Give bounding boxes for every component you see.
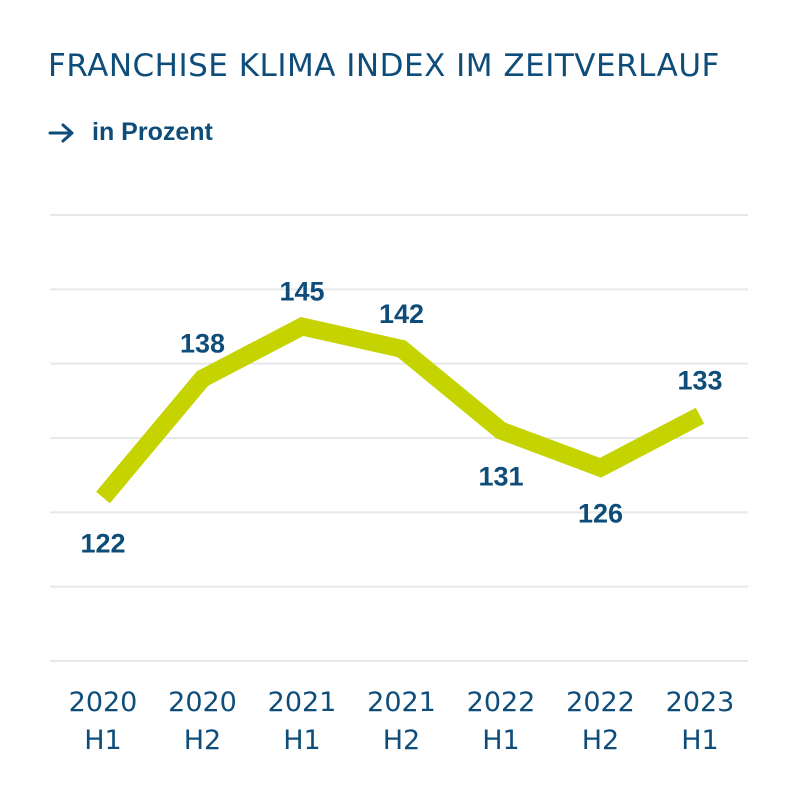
x-axis-tick-labels: 2020 H1 2020 H2 2021 H1 2021 H2 2022 H1 2022 H2 2023…: [69, 687, 735, 756]
chart-subtitle: in Prozent: [92, 118, 213, 146]
series-line-layer: [96, 316, 705, 504]
x-tick-label: 2022 H2: [566, 687, 635, 756]
data-label: 133: [677, 366, 722, 396]
x-tick-label: 2020 H1: [69, 687, 138, 756]
x-tick-label: 2022 H1: [467, 687, 536, 756]
data-label: 126: [578, 499, 623, 529]
data-label: 131: [478, 462, 523, 492]
x-tick-label: 2021 H1: [268, 687, 337, 756]
gridlines: [50, 214, 748, 662]
data-label: 145: [279, 277, 324, 307]
data-label: 138: [180, 329, 225, 359]
subtitle-row: in Prozent: [48, 118, 213, 147]
x-tick-label: 2020 H2: [168, 687, 237, 756]
chart-title: FRANCHISE KLIMA INDEX IM ZEITVERLAUF: [48, 48, 720, 84]
x-tick-label: 2021 H2: [367, 687, 436, 756]
x-tick-label: 2023 H1: [666, 687, 735, 756]
data-label: 142: [379, 299, 424, 329]
series-line: [96, 316, 705, 504]
data-labels: 122 138 145 142 131 126 133: [80, 277, 722, 559]
data-label: 122: [80, 528, 125, 558]
arrow-right-icon: [48, 123, 74, 142]
